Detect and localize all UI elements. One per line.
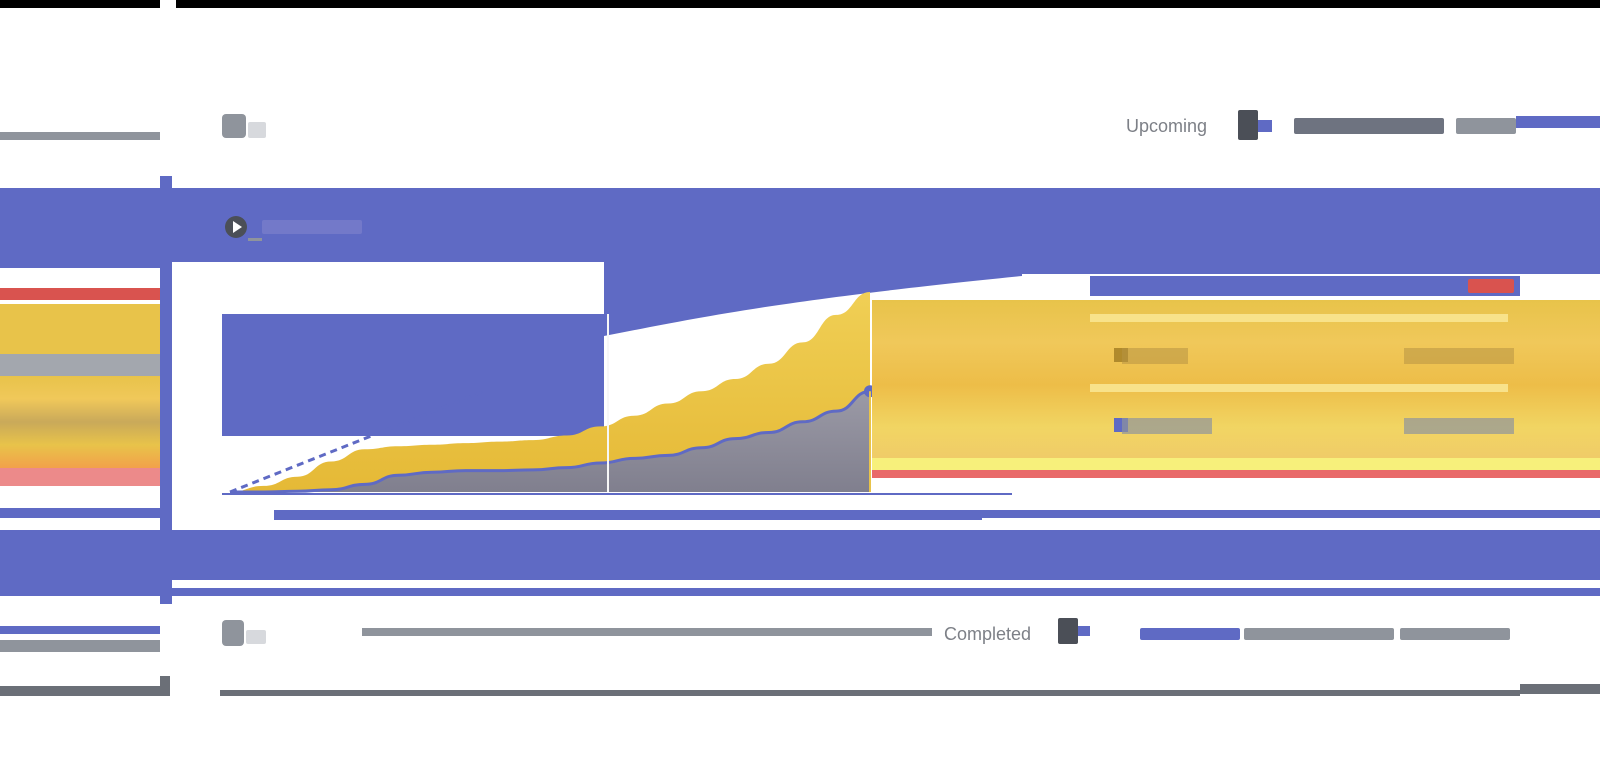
series-area-grey [230, 391, 870, 492]
legend-divider [1090, 384, 1508, 392]
left-stripe [0, 626, 160, 634]
chart-top-mask [222, 262, 1022, 314]
card-title-icon[interactable] [222, 212, 262, 242]
legend-value-bar [1404, 348, 1514, 364]
bottom-row-meta-2 [1244, 628, 1394, 640]
left-stripe [0, 640, 160, 652]
avatar-icon[interactable] [1238, 110, 1272, 140]
legend-bottom-stripe [872, 470, 1600, 478]
card-footer-band [0, 530, 1600, 580]
bottom-row-meta [1140, 628, 1240, 640]
bottom-row-meta-3 [1400, 628, 1510, 640]
bottom-row-status: Completed [944, 624, 1032, 644]
series-line [229, 389, 871, 494]
chart-upper-band [604, 262, 1022, 336]
legend-label-bar [1122, 418, 1212, 434]
left-stripe [0, 354, 160, 376]
top-row-accent [1516, 116, 1600, 128]
left-stripe [0, 508, 160, 518]
avatar-icon[interactable] [1058, 618, 1092, 644]
card-title-placeholder [262, 220, 362, 234]
left-stripe [0, 686, 160, 696]
legend-delta-badge [1468, 279, 1514, 293]
left-rail [160, 176, 172, 604]
bottom-row-icon [222, 616, 270, 650]
legend-label-bar [1122, 348, 1188, 364]
trend-line [229, 390, 483, 494]
bottom-rail-end [160, 676, 170, 696]
legend-bottom-stripe [872, 458, 1600, 470]
bottom-row-progress [362, 628, 932, 636]
series-area-gold [230, 292, 870, 492]
legend-row[interactable] [1114, 344, 1514, 368]
cube-icon [222, 114, 266, 138]
legend-header-band [1090, 276, 1520, 296]
card-band-2 [0, 242, 1600, 262]
cube-icon [222, 620, 266, 646]
card-band-lower [276, 510, 1600, 518]
card-band-3 [1020, 262, 1600, 274]
play-icon [225, 216, 262, 241]
left-stripe [0, 132, 160, 140]
bottom-divider [220, 690, 1520, 696]
legend-divider [1090, 314, 1508, 322]
chart-bg-block [222, 314, 604, 436]
card-footer-band-2 [160, 588, 1600, 596]
top-row-meta-2 [1456, 118, 1516, 134]
top-row-status: Upcoming [1126, 116, 1208, 136]
legend-value-bar [1404, 418, 1514, 434]
left-stripe [0, 376, 160, 468]
left-stripe [0, 468, 160, 486]
legend-row[interactable] [1114, 414, 1514, 438]
top-bar-left [0, 0, 160, 8]
top-bar-right [176, 0, 1600, 8]
top-row-meta [1294, 118, 1444, 134]
bottom-divider-end [1520, 684, 1600, 694]
top-row-icon [222, 110, 270, 142]
left-stripe [0, 288, 160, 300]
left-stripe [0, 304, 160, 354]
